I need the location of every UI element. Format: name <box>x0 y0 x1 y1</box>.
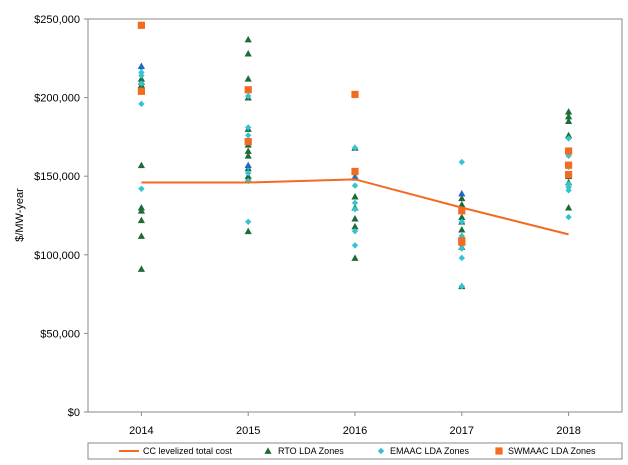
emaac-point <box>458 158 465 166</box>
emaac-point <box>351 144 359 152</box>
rto-point <box>565 117 573 125</box>
swmaac-point <box>351 90 359 99</box>
rto-point <box>244 152 252 159</box>
emaac-point <box>245 92 252 100</box>
emaac-point <box>458 245 465 252</box>
swmaac-point <box>565 161 573 169</box>
swmaac-point <box>244 138 252 146</box>
y-tick-labels: $0 $50,000 $100,000 $150,000 $200,000 $250,00… <box>34 14 88 419</box>
y-axis-title: $/MW-year <box>14 188 26 242</box>
emaac-point <box>565 213 572 221</box>
emaac-point <box>245 132 252 139</box>
swmaac-point <box>137 21 145 29</box>
rto-point <box>351 215 359 222</box>
y-tick-label: $50,000 <box>40 328 80 340</box>
rto-point <box>244 227 252 235</box>
swmaac-point <box>458 207 466 215</box>
emaac-point <box>351 182 359 189</box>
x-tick-label: 2016 <box>343 425 367 437</box>
rto-point-blue <box>244 161 252 169</box>
x-tick-label: 2015 <box>236 425 260 437</box>
legend-frame <box>87 442 623 460</box>
swmaac-point <box>137 87 145 95</box>
legend-label: EMAAC LDA Zones <box>390 446 470 456</box>
legend-diamond-swatch <box>377 447 385 455</box>
legend-triangle-swatch <box>264 447 272 454</box>
emaac-point <box>458 283 465 290</box>
rto-point <box>351 193 359 200</box>
emaac-point <box>351 242 359 249</box>
data-points <box>137 21 573 290</box>
rto-point <box>458 213 466 220</box>
emaac-point <box>351 199 359 207</box>
rto-point <box>565 108 573 115</box>
emaac-point <box>138 80 145 87</box>
legend-square-swatch <box>495 447 503 455</box>
rto-point <box>244 147 252 154</box>
emaac-point <box>458 254 465 262</box>
rto-point <box>137 207 145 214</box>
rto-point <box>137 161 145 169</box>
rto-point <box>137 216 145 224</box>
x-tick-label: 2014 <box>129 425 153 437</box>
rto-point <box>458 226 466 233</box>
legend-label: RTO LDA Zones <box>278 446 344 456</box>
emaac-point <box>245 124 252 131</box>
emaac-point <box>138 100 145 108</box>
emaac-point <box>138 185 145 192</box>
y-tick-label: $100,000 <box>34 250 80 262</box>
rto-point <box>458 194 466 202</box>
rto-point <box>351 222 359 230</box>
emaac-point <box>245 169 252 177</box>
legend-label: SWMAAC LDA Zones <box>508 446 596 456</box>
rto-point <box>351 254 359 261</box>
swmaac-point <box>458 238 466 246</box>
y-tick-label: $250,000 <box>34 14 80 26</box>
rto-point-blue <box>458 189 466 197</box>
emaac-point <box>245 218 252 225</box>
y-tick-label: $0 <box>68 407 80 419</box>
emaac-point <box>351 206 359 213</box>
rto-point <box>137 265 145 272</box>
rto-point-blue <box>137 62 145 70</box>
legend: CC levelized total cost RTO LDA Zones EMAA… <box>87 442 623 460</box>
x-tick-label: 2018 <box>556 425 580 437</box>
rto-point <box>244 49 252 57</box>
rto-point <box>458 200 466 208</box>
x-tick-label: 2017 <box>450 425 474 437</box>
cc-line-series <box>141 178 569 236</box>
rto-point <box>565 112 573 120</box>
swmaac-point <box>565 147 573 155</box>
rto-point <box>565 131 573 139</box>
swmaac-point <box>351 167 359 176</box>
y-tick-label: $150,000 <box>34 171 80 183</box>
x-tick-labels: 2014 2015 2016 2017 2018 <box>129 412 581 437</box>
emaac-point <box>565 135 572 142</box>
emaac-point <box>458 218 465 225</box>
swmaac-point <box>244 86 252 94</box>
rto-point <box>137 232 145 239</box>
swmaac-point <box>565 171 573 179</box>
rto-point <box>244 75 252 82</box>
rto-point <box>565 204 573 211</box>
rto-point <box>244 35 252 43</box>
emaac-point <box>138 72 145 79</box>
y-tick-label: $200,000 <box>34 93 80 105</box>
legend-label: CC levelized total cost <box>143 446 233 456</box>
emaac-point <box>351 228 359 235</box>
cc-line <box>141 178 569 236</box>
emaac-point <box>565 187 572 194</box>
